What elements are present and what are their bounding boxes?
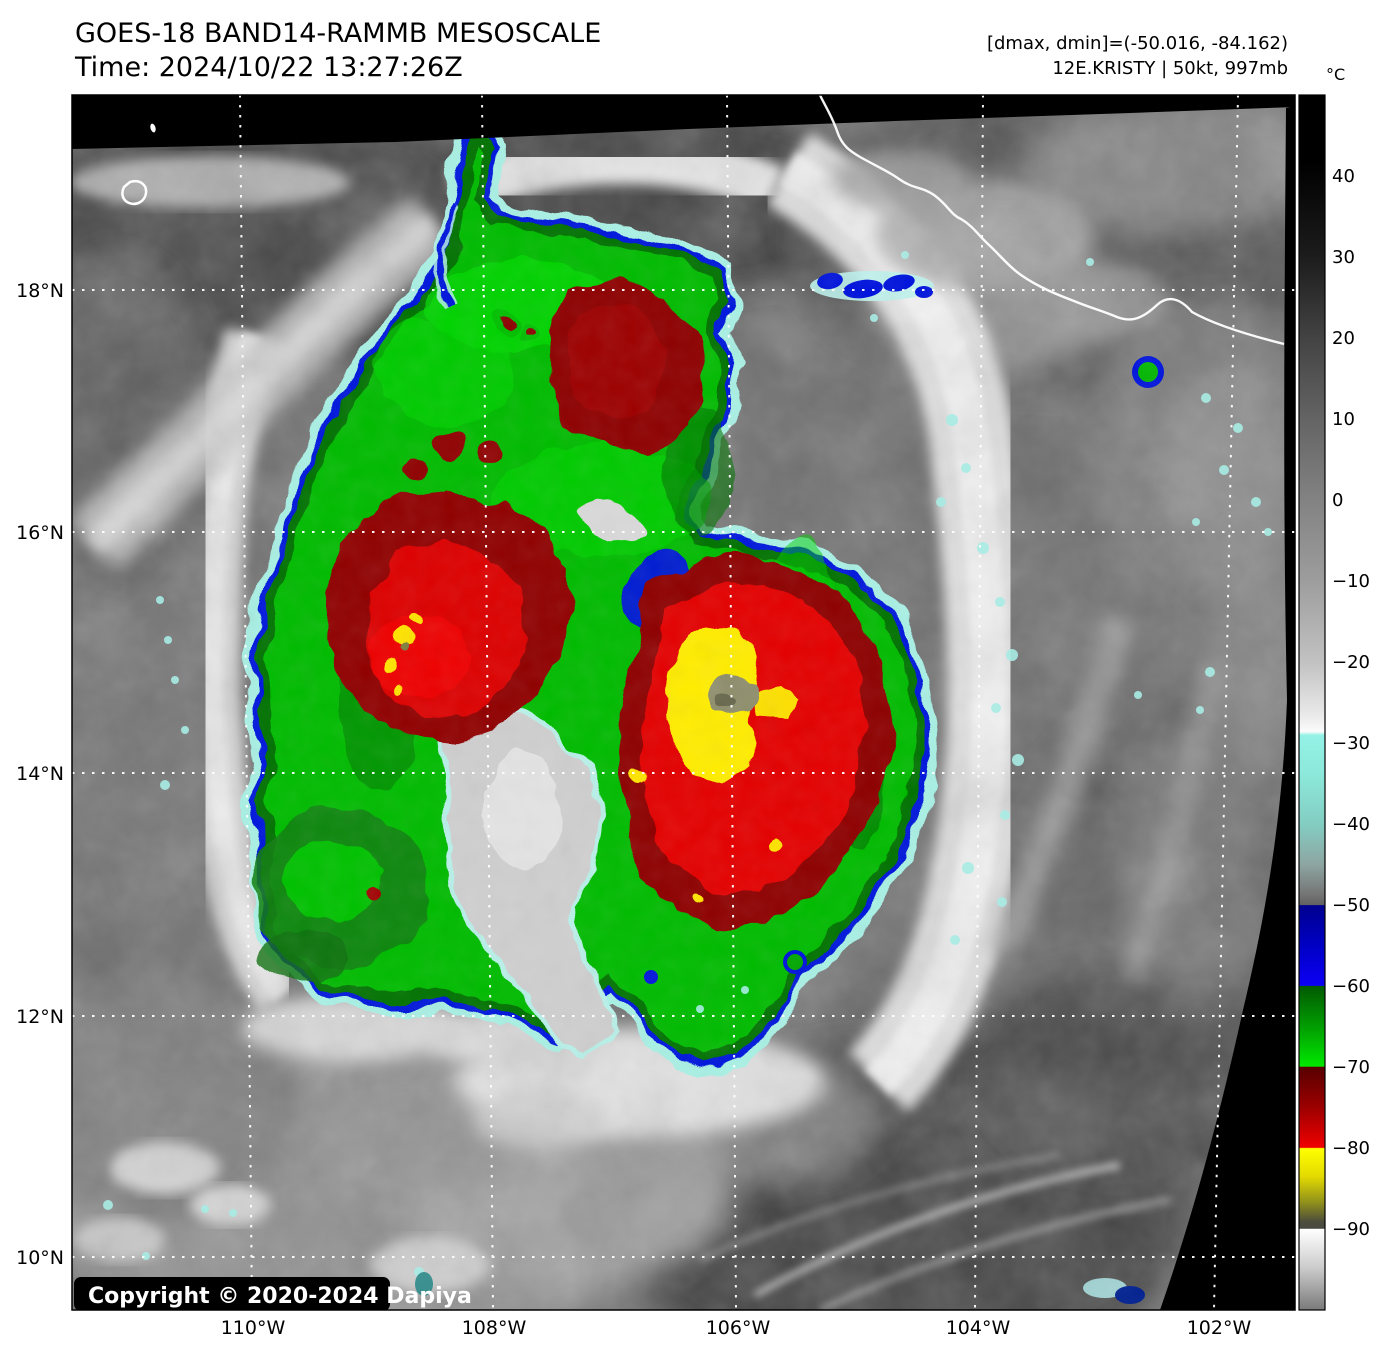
cbar-tick-m70: −70 [1332,1057,1370,1078]
lat-label-14n: 14°N [16,763,64,785]
copyright-text: Copyright © 2020-2024 Dapiya [88,1284,472,1309]
longitude-axis: 110°W 108°W 106°W 104°W 102°W [221,1317,1252,1339]
cbar-tick-m30: −30 [1332,733,1370,754]
lon-label-104w: 104°W [946,1317,1011,1339]
colorbar-tick-labels: 40 30 20 10 0 −10 −20 −30 −40 −50 −60 −7… [1332,166,1370,1240]
cbar-tick-30: 30 [1332,247,1355,268]
lat-label-10n: 10°N [16,1247,64,1269]
lat-label-12n: 12°N [16,1006,64,1028]
figure-title: GOES-18 BAND14-RAMMB MESOSCALE [75,18,601,49]
lon-label-102w: 102°W [1187,1317,1252,1339]
island-dot [150,123,156,133]
figure-time: Time: 2024/10/22 13:27:26Z [74,52,463,83]
latitude-axis: 18°N 16°N 14°N 12°N 10°N [16,280,64,1269]
storm-annotation: 12E.KRISTY | 50kt, 997mb [1052,58,1288,79]
cyan-speckles [103,251,1272,1296]
lon-label-106w: 106°W [706,1317,771,1339]
colorbar: 40 30 20 10 0 −10 −20 −30 −40 −50 −60 −7… [1298,94,1370,1311]
copyright-badge: Copyright © 2020-2024 Dapiya [74,1277,472,1310]
coastline [818,95,1285,346]
no-data-right-wedge [1160,106,1295,1310]
cbar-tick-m50: −50 [1332,895,1370,916]
lon-label-108w: 108°W [462,1317,527,1339]
lat-label-16n: 16°N [16,522,64,544]
map-border [71,94,1296,1311]
satellite-image: Copyright © 2020-2024 Dapiya [72,95,1295,1310]
cbar-tick-0: 0 [1332,490,1343,511]
cbar-tick-40: 40 [1332,166,1355,187]
cbar-tick-m40: −40 [1332,814,1370,835]
lat-label-18n: 18°N [16,280,64,302]
graticule [72,95,1295,1310]
colorbar-unit-label: °C [1326,65,1345,84]
lon-label-110w: 110°W [221,1317,286,1339]
fine-grain-noise [72,95,1295,1310]
cbar-tick-m10: −10 [1332,571,1370,592]
cbar-tick-m20: −20 [1332,652,1370,673]
cbar-tick-m90: −90 [1332,1219,1370,1240]
no-data-mask [72,95,1295,1310]
island-outline [121,180,148,206]
cbar-tick-20: 20 [1332,328,1355,349]
colorbar-gradient [1298,94,1326,1311]
cbar-tick-m60: −60 [1332,976,1370,997]
no-data-top-wedge [72,95,1295,149]
cbar-tick-m80: −80 [1332,1138,1370,1159]
cbar-tick-10: 10 [1332,409,1355,430]
dmax-dmin-annotation: [dmax, dmin]=(-50.016, -84.162) [987,33,1288,54]
